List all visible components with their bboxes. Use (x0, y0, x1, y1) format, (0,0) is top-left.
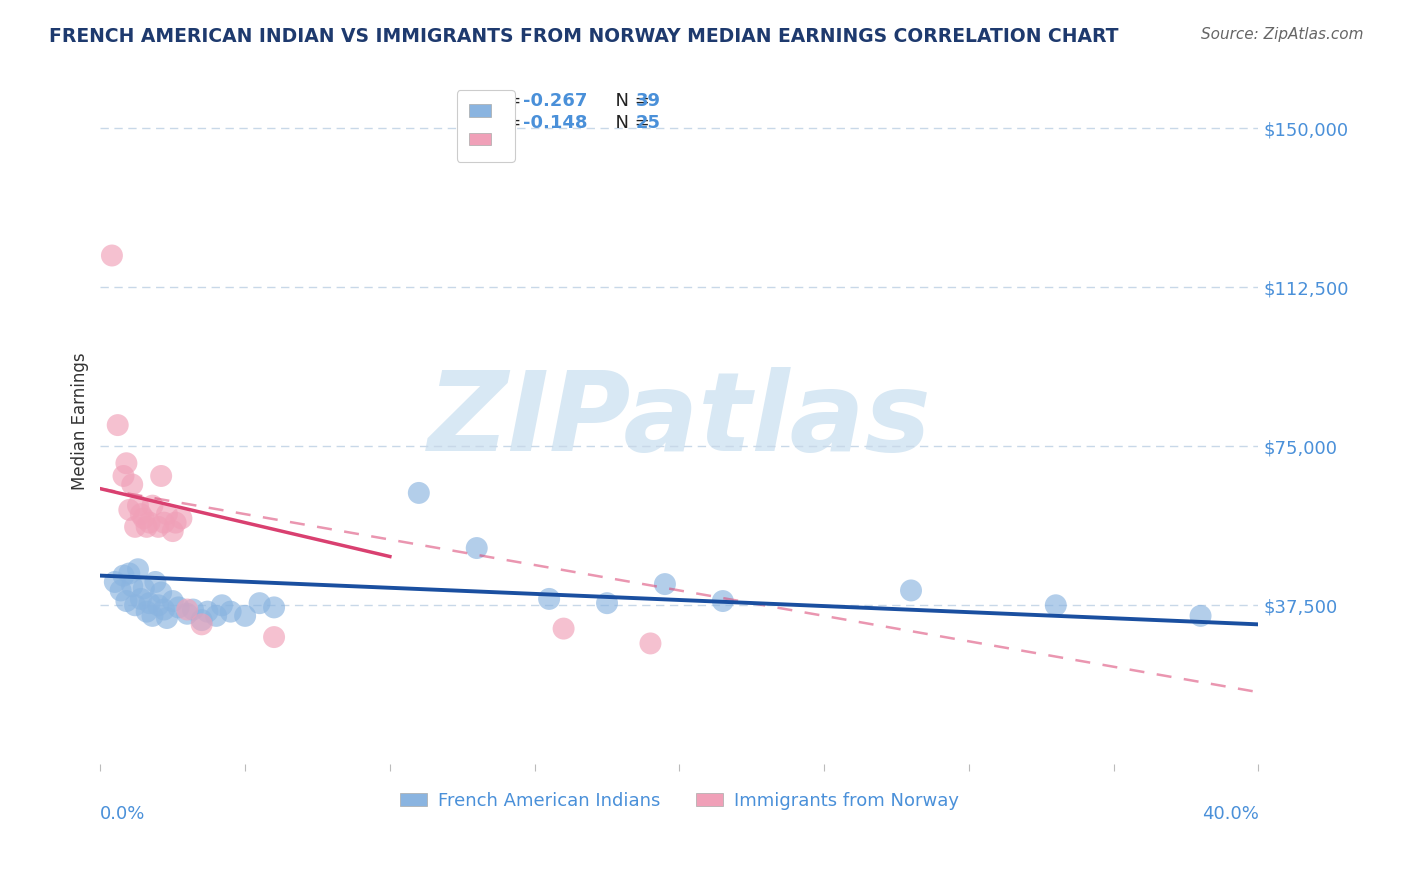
Point (118, 566, 141, 581)
Point (104, 574, 127, 589)
Point (132, 582, 155, 596)
Point (129, 591, 152, 606)
Text: 25: 25 (636, 114, 661, 132)
Text: N =: N = (605, 114, 655, 132)
Point (596, 596, 619, 610)
Text: -0.267: -0.267 (523, 93, 588, 111)
Text: 0.0%: 0.0% (100, 805, 146, 823)
Point (124, 599, 146, 613)
Point (150, 585, 173, 599)
Point (112, 568, 135, 582)
Point (121, 477, 143, 491)
Text: N =: N = (605, 93, 655, 111)
Point (107, 418, 129, 433)
Point (153, 602, 176, 616)
Point (1189, 608, 1212, 623)
Text: -0.148: -0.148 (523, 114, 588, 132)
Point (115, 456, 138, 470)
Point (127, 499, 149, 513)
Point (165, 516, 187, 530)
Point (654, 577, 676, 591)
Point (197, 605, 219, 619)
Point (162, 594, 184, 608)
Point (156, 611, 179, 625)
Point (127, 562, 149, 576)
Point (156, 507, 179, 521)
Point (135, 520, 157, 534)
Point (181, 602, 204, 616)
Point (176, 607, 198, 621)
Point (263, 600, 285, 615)
Point (640, 636, 662, 650)
Point (138, 596, 160, 610)
Point (135, 605, 157, 619)
Text: ZIPatlas: ZIPatlas (427, 368, 931, 475)
Point (190, 617, 212, 632)
Text: R =: R = (488, 93, 527, 111)
Point (148, 599, 170, 613)
Point (263, 630, 285, 644)
Point (138, 516, 160, 530)
Point (121, 579, 143, 593)
Point (141, 608, 163, 623)
Point (101, 248, 124, 262)
Point (167, 600, 190, 615)
Point (141, 499, 163, 513)
Text: 39: 39 (636, 93, 661, 111)
Point (211, 599, 233, 613)
Point (129, 507, 152, 521)
Point (538, 591, 561, 606)
Point (112, 469, 135, 483)
Point (110, 583, 132, 598)
Text: 40.0%: 40.0% (1202, 805, 1258, 823)
Point (233, 608, 256, 623)
Legend: French American Indians, Immigrants from Norway: French American Indians, Immigrants from… (392, 785, 966, 817)
Point (219, 605, 242, 619)
Point (118, 503, 141, 517)
Point (153, 516, 176, 530)
Point (115, 594, 138, 608)
Text: Source: ZipAtlas.com: Source: ZipAtlas.com (1201, 27, 1364, 42)
Point (143, 574, 166, 589)
Point (900, 583, 922, 598)
Point (465, 541, 488, 555)
Point (553, 622, 575, 636)
Point (176, 602, 198, 616)
Point (408, 486, 430, 500)
Point (162, 524, 184, 538)
Text: FRENCH AMERICAN INDIAN VS IMMIGRANTS FROM NORWAY MEDIAN EARNINGS CORRELATION CHA: FRENCH AMERICAN INDIAN VS IMMIGRANTS FRO… (49, 27, 1119, 45)
Y-axis label: Median Earnings: Median Earnings (72, 352, 89, 490)
Point (170, 511, 193, 525)
Point (711, 594, 734, 608)
Point (249, 596, 271, 610)
Point (205, 608, 228, 623)
Point (190, 613, 212, 627)
Point (150, 469, 173, 483)
Point (124, 520, 146, 534)
Point (1045, 599, 1067, 613)
Point (148, 520, 170, 534)
Text: R =: R = (488, 114, 527, 132)
Point (132, 511, 155, 525)
